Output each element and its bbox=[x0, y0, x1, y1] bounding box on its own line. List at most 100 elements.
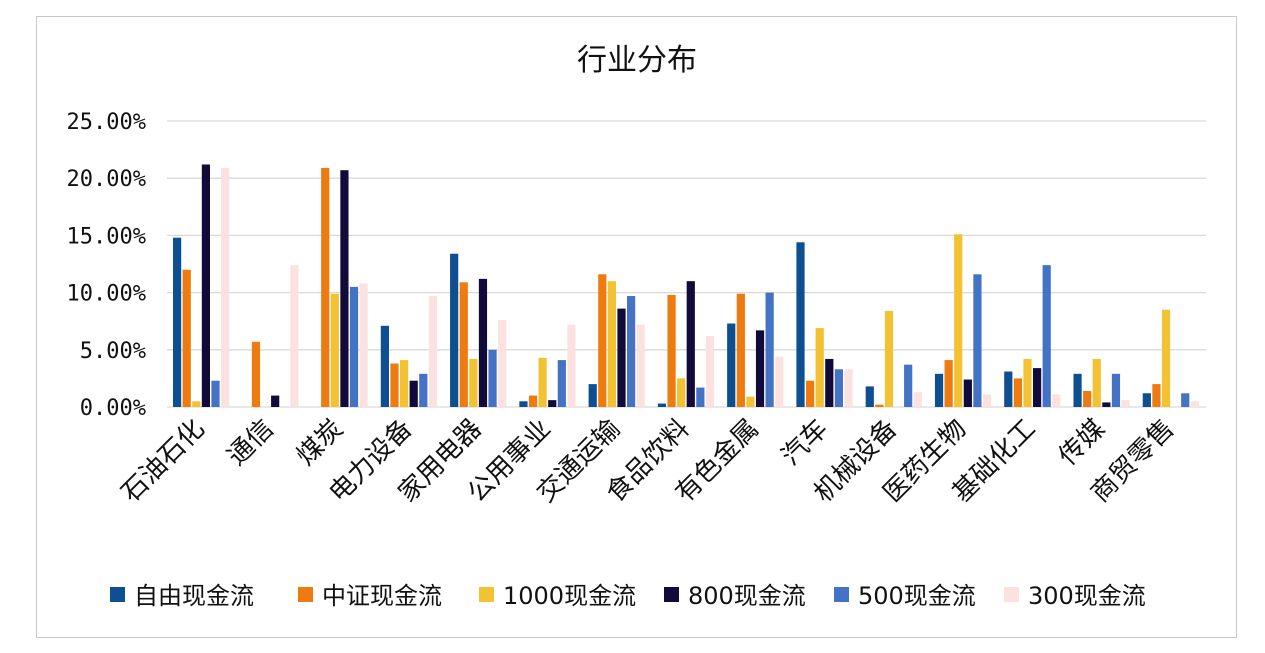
bar bbox=[1152, 384, 1161, 407]
y-tick-label: 15.00% bbox=[67, 224, 146, 249]
legend-label: 中证现金流 bbox=[322, 582, 442, 610]
bar bbox=[1052, 394, 1061, 407]
legend-label: 1000现金流 bbox=[503, 582, 636, 610]
bar bbox=[677, 378, 686, 407]
bar bbox=[607, 281, 616, 407]
legend-swatch bbox=[479, 587, 494, 602]
bar bbox=[904, 364, 913, 407]
bar bbox=[1111, 373, 1121, 407]
bar bbox=[192, 401, 201, 407]
y-tick-label: 0.00% bbox=[80, 396, 146, 421]
bar bbox=[459, 282, 468, 407]
bar bbox=[251, 341, 261, 407]
bars bbox=[173, 164, 1199, 407]
y-tick-label: 25.00% bbox=[67, 110, 146, 135]
bar bbox=[667, 294, 676, 407]
bar bbox=[686, 281, 695, 407]
bar bbox=[736, 293, 745, 407]
bar bbox=[636, 324, 645, 407]
bar bbox=[1121, 400, 1130, 407]
y-axis-ticks: 0.00% 5.00% 10.00% 15.00% 20.00% 25.00% bbox=[67, 110, 146, 421]
legend-label: 500现金流 bbox=[858, 582, 976, 610]
y-tick-label: 5.00% bbox=[80, 339, 146, 364]
bar bbox=[875, 404, 884, 407]
bar bbox=[1013, 378, 1022, 407]
bar bbox=[954, 234, 963, 407]
bar bbox=[884, 310, 894, 407]
bar bbox=[1102, 402, 1111, 407]
bar bbox=[330, 293, 339, 407]
bar bbox=[469, 358, 478, 407]
bar bbox=[1073, 373, 1082, 407]
bar bbox=[349, 286, 359, 407]
bar bbox=[705, 336, 715, 407]
bar bbox=[696, 387, 705, 407]
bar bbox=[1190, 401, 1199, 407]
legend-swatch bbox=[664, 587, 679, 602]
x-tick-label: 传媒 bbox=[1053, 414, 1111, 472]
bar bbox=[1142, 393, 1151, 407]
gridlines bbox=[167, 120, 1206, 408]
bar bbox=[1033, 368, 1042, 407]
bar bbox=[567, 324, 576, 407]
bar bbox=[963, 379, 972, 407]
legend-swatch bbox=[110, 587, 125, 602]
x-tick-label: 煤炭 bbox=[291, 414, 349, 472]
bar bbox=[173, 237, 182, 407]
bar bbox=[825, 358, 834, 407]
bar bbox=[290, 265, 299, 407]
bar bbox=[201, 164, 210, 407]
bar bbox=[1004, 371, 1013, 407]
chart-title: 行业分布 bbox=[577, 43, 697, 78]
bar bbox=[727, 323, 736, 407]
bar bbox=[1083, 390, 1092, 407]
bar bbox=[221, 167, 230, 407]
legend-swatch bbox=[298, 587, 313, 602]
bar bbox=[419, 373, 428, 407]
legend-swatch bbox=[834, 587, 849, 602]
bar bbox=[944, 360, 953, 407]
bar bbox=[913, 392, 922, 407]
bar bbox=[775, 356, 784, 407]
legend-label: 300现金流 bbox=[1028, 582, 1146, 610]
bar bbox=[765, 292, 774, 407]
bar bbox=[1092, 358, 1101, 407]
bar bbox=[1023, 358, 1032, 407]
bar bbox=[834, 369, 843, 407]
bar bbox=[617, 308, 626, 407]
bar bbox=[271, 395, 280, 407]
bar bbox=[359, 283, 368, 407]
bar bbox=[182, 269, 191, 407]
bar bbox=[1042, 265, 1051, 407]
bar bbox=[815, 328, 824, 407]
bar bbox=[865, 386, 874, 407]
bar bbox=[428, 296, 437, 407]
bar bbox=[557, 360, 566, 407]
bar bbox=[409, 380, 418, 407]
bar bbox=[934, 373, 944, 407]
bar bbox=[488, 349, 497, 407]
bar bbox=[973, 274, 982, 407]
bar bbox=[982, 394, 992, 407]
bar bbox=[528, 395, 538, 407]
bar bbox=[519, 401, 528, 407]
y-tick-label: 10.00% bbox=[67, 282, 146, 307]
legend-label: 自由现金流 bbox=[134, 582, 254, 610]
bar bbox=[627, 296, 636, 407]
legend: 自由现金流 中证现金流 1000现金流 800现金流 500现金流 300现金流 bbox=[110, 582, 1146, 610]
bar bbox=[538, 357, 547, 407]
bar bbox=[498, 320, 507, 407]
chart-frame bbox=[36, 16, 1237, 638]
bar bbox=[657, 403, 667, 407]
x-tick-label: 石油石化 bbox=[116, 414, 211, 509]
bar bbox=[796, 242, 805, 407]
x-tick-label: 通信 bbox=[222, 414, 280, 472]
bar bbox=[806, 380, 815, 407]
bar bbox=[400, 360, 409, 407]
legend-swatch bbox=[1004, 587, 1019, 602]
bar bbox=[321, 167, 330, 407]
bar bbox=[746, 396, 755, 407]
bar bbox=[380, 325, 389, 407]
